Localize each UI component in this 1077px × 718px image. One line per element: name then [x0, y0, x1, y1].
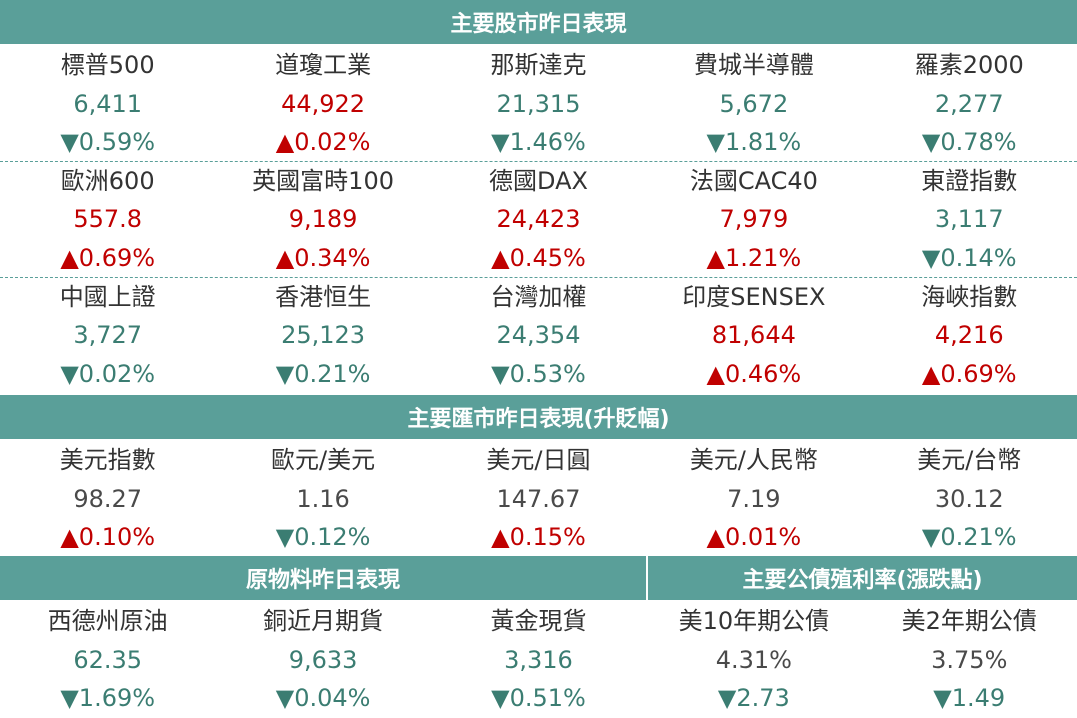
- market-value: 557.8: [73, 205, 143, 234]
- forex-title: 主要匯市昨日表現(升貶幅): [407, 407, 670, 432]
- market-value: 30.12: [934, 484, 1004, 513]
- row-divider: [0, 161, 1077, 162]
- market-value: 6,411: [73, 89, 143, 118]
- market-value: 25,123: [281, 321, 366, 350]
- market-name: 美元/人民幣: [689, 446, 818, 474]
- market-name: 海峽指數: [921, 282, 1018, 311]
- bonds-title: 主要公債殖利率(漲跌點): [742, 568, 983, 593]
- commodities-title: 原物料昨日表現: [245, 568, 400, 593]
- market-name: 東證指數: [921, 166, 1018, 195]
- market-value: 7,979: [719, 205, 789, 234]
- market-change: ▲0.45%: [491, 243, 586, 272]
- stocks-title: 主要股市昨日表現: [450, 12, 627, 37]
- market-change: ▼0.53%: [491, 359, 586, 388]
- market-value: 5,672: [719, 89, 789, 118]
- market-name: 標普500: [60, 51, 155, 79]
- market-name: 羅素2000: [914, 51, 1024, 79]
- market-change: ▼1.49: [933, 684, 1006, 713]
- market-value: 9,189: [288, 205, 358, 234]
- market-name: 美元/台幣: [917, 446, 1022, 474]
- commodities-bonds-grid: 西德州原油 銅近月期貨 黃金現貨 美10年期公債 美2年期公債 62.35 9,633 3,3…: [0, 602, 1077, 718]
- market-value: 62.35: [73, 645, 143, 674]
- market-value: 24,423: [496, 205, 581, 234]
- market-name: 美2年期公債: [901, 607, 1037, 635]
- market-name: 歐洲600: [60, 166, 155, 195]
- commodities-header: 原物料昨日表現: [0, 556, 646, 600]
- stocks-grid: 標普500 道瓊工業 那斯達克 費城半導體 羅素2000 6,411 44,922 21,31…: [0, 46, 1077, 393]
- market-value: 21,315: [496, 89, 581, 118]
- market-name: 銅近月期貨: [263, 607, 384, 635]
- market-name: 那斯達克: [490, 51, 587, 79]
- market-value: 9,633: [288, 645, 358, 674]
- market-change: ▼2.73: [717, 684, 790, 713]
- market-name: 歐元/美元: [271, 446, 376, 474]
- market-change: ▼0.59%: [60, 128, 156, 157]
- market-name: 中國上證: [59, 282, 156, 311]
- market-change: ▼0.21%: [921, 523, 1017, 552]
- forex-header: 主要匯市昨日表現(升貶幅): [0, 395, 1077, 439]
- market-change: ▼0.04%: [275, 684, 371, 713]
- market-value: 2,277: [934, 89, 1004, 118]
- market-change: ▲0.02%: [275, 128, 371, 157]
- market-change: ▼0.21%: [275, 359, 371, 388]
- market-value: 81,644: [711, 321, 796, 350]
- market-value: 24,354: [496, 321, 581, 350]
- market-change: ▲0.46%: [706, 359, 802, 388]
- market-name: 美元/日圓: [486, 446, 591, 474]
- market-change: ▲0.69%: [60, 243, 156, 272]
- market-change: ▼0.78%: [921, 128, 1017, 157]
- market-name: 美10年期公債: [678, 607, 830, 635]
- market-change: ▲1.21%: [706, 243, 802, 272]
- market-name: 德國DAX: [489, 166, 588, 195]
- market-change: ▼1.69%: [60, 684, 156, 713]
- market-change: ▲0.15%: [491, 523, 586, 552]
- market-change: ▼0.14%: [921, 243, 1017, 272]
- market-name: 道瓊工業: [275, 51, 372, 79]
- market-value: 4,216: [934, 321, 1004, 350]
- market-value: 3,727: [73, 321, 143, 350]
- market-change: ▲0.10%: [60, 523, 156, 552]
- market-value: 3,316: [504, 645, 573, 674]
- market-value: 4.31%: [715, 645, 792, 674]
- market-value: 98.27: [73, 484, 143, 513]
- market-name: 法國CAC40: [689, 166, 818, 195]
- market-value: 3,117: [934, 205, 1004, 234]
- market-name: 費城半導體: [693, 51, 814, 79]
- market-name: 香港恒生: [275, 282, 372, 311]
- market-value: 3.75%: [931, 645, 1008, 674]
- market-change: ▲0.69%: [921, 359, 1017, 388]
- forex-grid: 美元指數 歐元/美元 美元/日圓 美元/人民幣 美元/台幣 98.27 1.16 147.67…: [0, 441, 1077, 557]
- market-name: 台灣加權: [490, 282, 587, 311]
- stocks-header: 主要股市昨日表現: [0, 0, 1077, 44]
- market-change: ▼0.02%: [60, 359, 156, 388]
- market-name: 美元指數: [59, 446, 156, 474]
- market-change: ▲0.34%: [275, 243, 371, 272]
- market-value: 147.67: [496, 484, 581, 513]
- market-value: 1.16: [296, 484, 350, 513]
- market-name: 西德州原油: [47, 607, 168, 635]
- market-change: ▼0.12%: [275, 523, 371, 552]
- market-value: 7.19: [727, 484, 781, 513]
- market-change: ▼1.81%: [706, 128, 802, 157]
- row-divider: [0, 277, 1077, 278]
- market-name: 印度SENSEX: [682, 282, 826, 311]
- market-value: 44,922: [281, 89, 366, 118]
- market-change: ▼0.51%: [491, 684, 586, 713]
- bonds-header: 主要公債殖利率(漲跌點): [648, 556, 1077, 600]
- market-name: 英國富時100: [252, 166, 394, 195]
- market-change: ▲0.01%: [706, 523, 802, 552]
- market-name: 黃金現貨: [490, 607, 587, 635]
- market-change: ▼1.46%: [491, 128, 586, 157]
